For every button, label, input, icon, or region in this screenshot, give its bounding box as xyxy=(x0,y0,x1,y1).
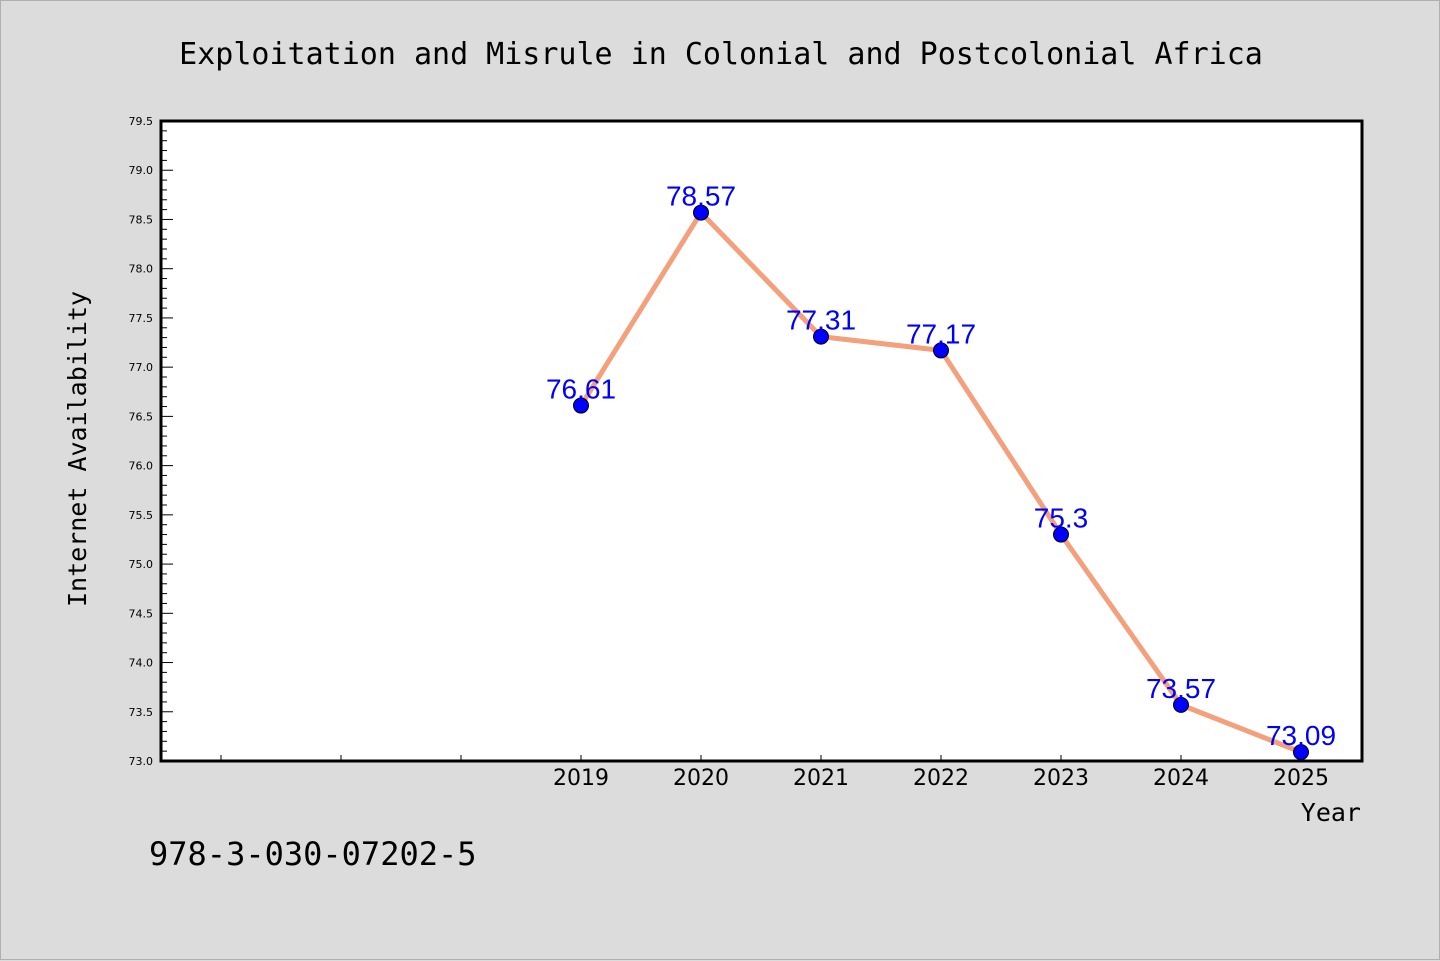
data-label: 73.09 xyxy=(1266,720,1336,751)
series-group: 76.61 78.57 77.31 77.17 75.3 73.57 73.09 xyxy=(546,181,1336,761)
y-tick-label: 77.0 xyxy=(129,361,154,374)
y-tick-label: 76.5 xyxy=(129,410,154,423)
y-tick-label: 74.5 xyxy=(129,607,154,620)
x-tick-label: 2020 xyxy=(673,766,729,791)
data-label: 73.57 xyxy=(1146,673,1216,704)
y-tick-label: 78.5 xyxy=(129,213,154,226)
data-label: 78.57 xyxy=(666,181,736,212)
x-tick-label: 2024 xyxy=(1153,766,1209,791)
y-tick-label: 73.5 xyxy=(129,706,154,719)
y-tick-label: 78.0 xyxy=(129,263,154,276)
data-point xyxy=(1053,526,1069,543)
x-tick-label: 2025 xyxy=(1273,766,1329,791)
x-axis-ticks: 2019 2020 2021 2022 2023 2024 2025 xyxy=(220,755,1329,791)
data-label: 75.3 xyxy=(1034,503,1089,534)
y-tick-label: 79.5 xyxy=(129,115,154,128)
y-tick-label: 75.0 xyxy=(129,558,154,571)
plot-area xyxy=(159,119,1364,763)
x-tick-label: 2021 xyxy=(793,766,849,791)
data-label: 76.61 xyxy=(546,374,616,405)
y-tick-label: 75.5 xyxy=(129,509,154,522)
x-tick-label: 2023 xyxy=(1033,766,1089,791)
y-tick-label: 73.0 xyxy=(129,755,154,768)
data-point xyxy=(693,204,709,221)
data-point xyxy=(1293,744,1309,761)
data-point xyxy=(933,342,949,359)
x-tick-label: 2022 xyxy=(913,766,969,791)
x-tick-label: 2019 xyxy=(553,766,609,791)
data-point xyxy=(1173,696,1189,713)
y-tick-label: 79.0 xyxy=(129,164,154,177)
isbn-text: 978-3-030-07202-5 xyxy=(149,835,477,873)
data-label: 77.31 xyxy=(786,305,856,336)
y-tick-label: 74.0 xyxy=(129,657,154,670)
data-label: 77.17 xyxy=(906,318,976,349)
y-tick-label: 77.5 xyxy=(129,312,154,325)
y-tick-label: 76.0 xyxy=(129,460,154,473)
data-point xyxy=(813,328,829,345)
data-point xyxy=(573,397,589,414)
x-axis-label: Year xyxy=(1301,798,1361,827)
chart-title: Exploitation and Misrule in Colonial and… xyxy=(179,37,1263,72)
y-axis-ticks: 73.0 73.5 74.0 74.5 75.0 75.5 76.0 76.5 77.0 77.5… xyxy=(129,115,173,768)
y-axis-label: Internet Availability xyxy=(63,291,92,607)
